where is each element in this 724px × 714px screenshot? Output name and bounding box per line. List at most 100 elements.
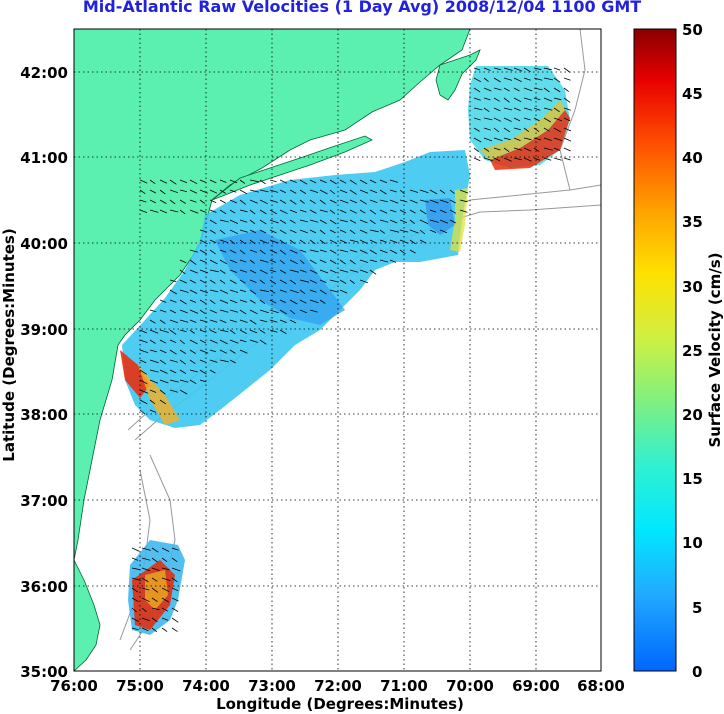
velocity-arrow	[169, 379, 179, 383]
velocity-arrow	[189, 339, 198, 345]
velocity-arrow	[239, 269, 248, 273]
velocity-arrow	[503, 107, 513, 111]
velocity-arrow	[229, 219, 239, 224]
velocity-arrow	[329, 289, 339, 293]
velocity-arrow	[563, 107, 571, 111]
velocity-arrow	[523, 157, 532, 162]
velocity-arrow	[419, 229, 426, 235]
velocity-arrow	[339, 269, 349, 273]
velocity-arrow	[219, 299, 229, 304]
velocity-arrow	[209, 279, 216, 284]
velocity-arrow	[269, 309, 279, 314]
velocity-arrow	[319, 249, 327, 253]
velocity-arrow	[171, 597, 179, 602]
velocity-arrow	[149, 319, 156, 324]
velocity-arrow	[419, 199, 429, 203]
velocity-arrow	[439, 209, 447, 214]
velocity-arrow	[483, 127, 491, 131]
velocity-arrow	[419, 239, 427, 244]
velocity-arrow	[473, 157, 481, 162]
velocity-arrow	[161, 627, 168, 632]
velocity-arrow	[239, 249, 246, 255]
velocity-arrow	[249, 189, 259, 193]
velocity-arrow	[339, 279, 347, 284]
velocity-arrow	[439, 199, 449, 204]
velocity-arrow	[279, 219, 287, 224]
velocity-arrow	[359, 219, 368, 224]
velocity-arrow	[553, 77, 561, 83]
velocity-arrow	[151, 557, 158, 563]
velocity-arrow	[171, 557, 178, 563]
velocity-arrow	[299, 259, 305, 265]
velocity-arrow	[229, 179, 238, 184]
velocity-arrow	[339, 259, 346, 265]
velocity-arrow	[449, 189, 455, 194]
x-tick-label: 71:00	[380, 677, 428, 695]
velocity-arrow	[299, 179, 308, 185]
velocity-arrow	[209, 219, 217, 225]
x-tick-label: 68:00	[577, 677, 625, 695]
map-title: Mid-Atlantic Raw Velocities (1 Day Avg) …	[82, 0, 642, 16]
long-island	[211, 135, 373, 201]
velocity-arrow	[189, 299, 197, 303]
velocity-arrow	[219, 289, 228, 294]
velocity-arrow	[359, 279, 368, 284]
velocity-arrow	[199, 329, 207, 333]
velocity-arrow	[523, 147, 532, 152]
velocity-arrow	[239, 219, 248, 223]
velocity-arrow	[309, 269, 318, 274]
velocity-arrow	[339, 189, 348, 194]
velocity-arrow	[199, 369, 207, 375]
velocity-arrow	[289, 279, 297, 285]
velocity-arrow	[199, 359, 207, 363]
velocity-arrow	[239, 279, 246, 284]
velocity-arrow	[289, 199, 297, 205]
velocity-arrow	[239, 189, 248, 195]
velocity-arrow	[309, 229, 317, 234]
velocity-arrow	[199, 279, 207, 284]
velocity-arrow	[199, 379, 207, 383]
velocity-arrow	[319, 299, 326, 304]
velocity-arrow	[289, 289, 299, 294]
y-tick-label: 35:00	[20, 663, 68, 681]
velocity-arrow	[141, 577, 149, 583]
velocity-arrow	[419, 219, 429, 224]
y-axis-label: Latitude (Degrees:Minutes)	[0, 228, 18, 461]
velocity-arrow	[159, 309, 167, 313]
velocity-arrow	[219, 219, 229, 223]
velocity-arrow	[493, 157, 501, 162]
velocity-arrow	[429, 209, 437, 213]
velocity-arrow	[209, 259, 218, 265]
velocity-arrow	[239, 289, 247, 293]
velocity-arrow	[493, 77, 501, 83]
velocity-arrow	[473, 87, 481, 93]
velocity-arrow	[329, 219, 337, 225]
velocity-arrow	[259, 249, 266, 255]
velocity-arrow	[189, 189, 198, 194]
nc-coast	[74, 559, 101, 671]
velocity-arrow	[209, 319, 218, 323]
velocity-arrow	[249, 179, 259, 183]
velocity-arrow	[159, 339, 167, 344]
velocity-arrow	[309, 239, 316, 245]
velocity-arrow	[473, 127, 480, 132]
velocity-arrow	[249, 279, 257, 283]
velocity-arrow	[159, 369, 168, 374]
velocity-arrow	[209, 209, 217, 213]
x-tick-label: 70:00	[446, 677, 494, 695]
velocity-arrow	[259, 229, 267, 234]
velocity-arrow	[269, 219, 279, 224]
velocity-arrow	[483, 147, 490, 152]
velocity-arrow	[379, 179, 388, 184]
velocity-arrow	[131, 627, 139, 631]
velocity-arrow	[289, 239, 296, 245]
velocity-arrow	[141, 617, 150, 622]
velocity-arrow	[409, 229, 419, 234]
velocity-arrow	[209, 359, 218, 363]
velocity-arrow	[459, 189, 469, 194]
velocity-arrow	[249, 289, 257, 295]
velocity-arrow	[179, 379, 189, 383]
velocity-arrow	[339, 209, 347, 214]
velocity-arrow	[239, 259, 247, 263]
velocity-arrow	[189, 179, 198, 185]
